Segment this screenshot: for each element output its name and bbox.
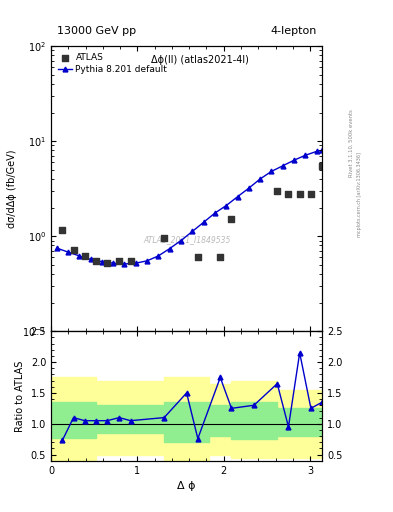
Pythia 8.201 default (66, 249, 70, 255)
Pythia 8.201 default (190, 228, 195, 234)
ATLAS (82, 252, 88, 260)
ATLAS (70, 246, 77, 254)
Pythia 8.201 default (201, 219, 206, 225)
ATLAS (217, 253, 223, 261)
Text: 4-lepton: 4-lepton (270, 26, 317, 36)
Text: 13000 GeV pp: 13000 GeV pp (57, 26, 136, 36)
Pythia 8.201 default (213, 210, 217, 216)
ATLAS (127, 257, 134, 265)
ATLAS (228, 216, 235, 224)
X-axis label: Δ ϕ: Δ ϕ (177, 481, 196, 491)
Pythia 8.201 default (167, 246, 172, 252)
ATLAS (59, 226, 66, 234)
Pythia 8.201 default (258, 176, 263, 182)
Pythia 8.201 default (292, 157, 296, 163)
ATLAS (319, 162, 325, 170)
Pythia 8.201 default (280, 163, 285, 169)
Pythia 8.201 default (99, 259, 104, 265)
Pythia 8.201 default (179, 238, 184, 244)
ATLAS (161, 234, 167, 242)
Pythia 8.201 default (54, 245, 59, 251)
ATLAS (274, 187, 280, 195)
ATLAS (93, 257, 99, 265)
Pythia 8.201 default (88, 257, 93, 263)
Pythia 8.201 default (156, 253, 161, 259)
Pythia 8.201 default (235, 194, 240, 200)
Text: ATLAS_2021_I1849535: ATLAS_2021_I1849535 (143, 236, 230, 244)
ATLAS (308, 189, 314, 198)
Pythia 8.201 default (303, 152, 308, 158)
Pythia 8.201 default (320, 147, 325, 154)
ATLAS (104, 259, 110, 267)
Pythia 8.201 default (269, 168, 274, 175)
Y-axis label: Ratio to ATLAS: Ratio to ATLAS (15, 360, 25, 432)
Y-axis label: dσ/dΔϕ (fb/GeV): dσ/dΔϕ (fb/GeV) (7, 150, 17, 228)
Pythia 8.201 default (133, 260, 138, 266)
Pythia 8.201 default (111, 260, 116, 266)
Pythia 8.201 default (122, 261, 127, 267)
Legend: ATLAS, Pythia 8.201 default: ATLAS, Pythia 8.201 default (55, 51, 170, 77)
Pythia 8.201 default (314, 148, 319, 155)
Text: mcplots.cern.ch [arXiv:1306.3436]: mcplots.cern.ch [arXiv:1306.3436] (357, 152, 362, 237)
ATLAS (116, 257, 123, 265)
Text: Rivet 3.1.10, 500k events: Rivet 3.1.10, 500k events (349, 110, 354, 177)
Pythia 8.201 default (224, 202, 229, 208)
Pythia 8.201 default (145, 258, 149, 264)
ATLAS (195, 253, 201, 261)
Text: Δϕ(ll) (atlas2021-4l): Δϕ(ll) (atlas2021-4l) (151, 55, 249, 65)
ATLAS (285, 189, 292, 198)
Pythia 8.201 default (246, 185, 251, 191)
Pythia 8.201 default (77, 253, 82, 259)
ATLAS (297, 189, 303, 198)
Line: Pythia 8.201 default: Pythia 8.201 default (54, 148, 325, 266)
